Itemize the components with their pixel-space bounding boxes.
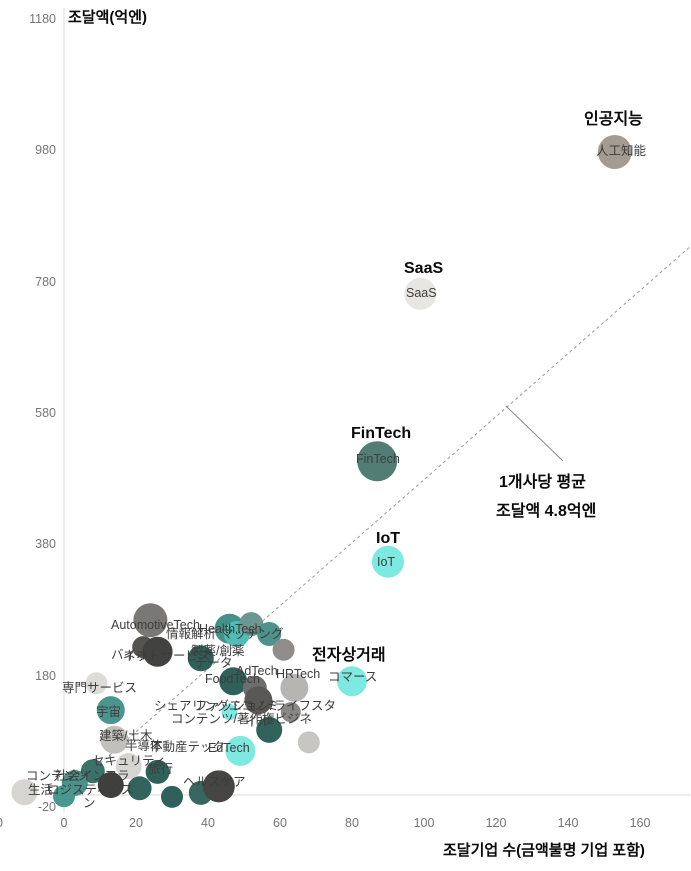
- bubble: [187, 645, 214, 672]
- bubble: [53, 785, 75, 808]
- bubble: [96, 696, 125, 725]
- bubble: [127, 776, 152, 801]
- bubble: [239, 612, 264, 637]
- bubble: [272, 638, 295, 661]
- bubble: [80, 759, 105, 784]
- bubble: [404, 277, 437, 310]
- bubble: [337, 666, 367, 697]
- bubble: [100, 725, 129, 754]
- bubble: [372, 545, 404, 578]
- bubble: [219, 667, 248, 696]
- bubble: [11, 779, 38, 806]
- average-line: [63, 246, 691, 796]
- bubble: [357, 441, 398, 482]
- bubble: [244, 686, 273, 715]
- bubble: [202, 770, 235, 803]
- bubble: [256, 716, 283, 743]
- bubble: [225, 735, 256, 766]
- bubble: [597, 134, 632, 169]
- bubble: [257, 621, 282, 646]
- bubble: [280, 673, 309, 702]
- bubble: [85, 672, 108, 695]
- bubble: [142, 636, 173, 667]
- bubble: [97, 772, 124, 799]
- bubble: [115, 752, 142, 779]
- callout-line: [505, 405, 564, 462]
- bubble: [221, 704, 238, 721]
- bubble: [145, 759, 170, 784]
- bubble: [280, 702, 301, 723]
- bubble: [133, 603, 168, 638]
- bubble: [161, 785, 183, 808]
- bubble: [297, 731, 320, 754]
